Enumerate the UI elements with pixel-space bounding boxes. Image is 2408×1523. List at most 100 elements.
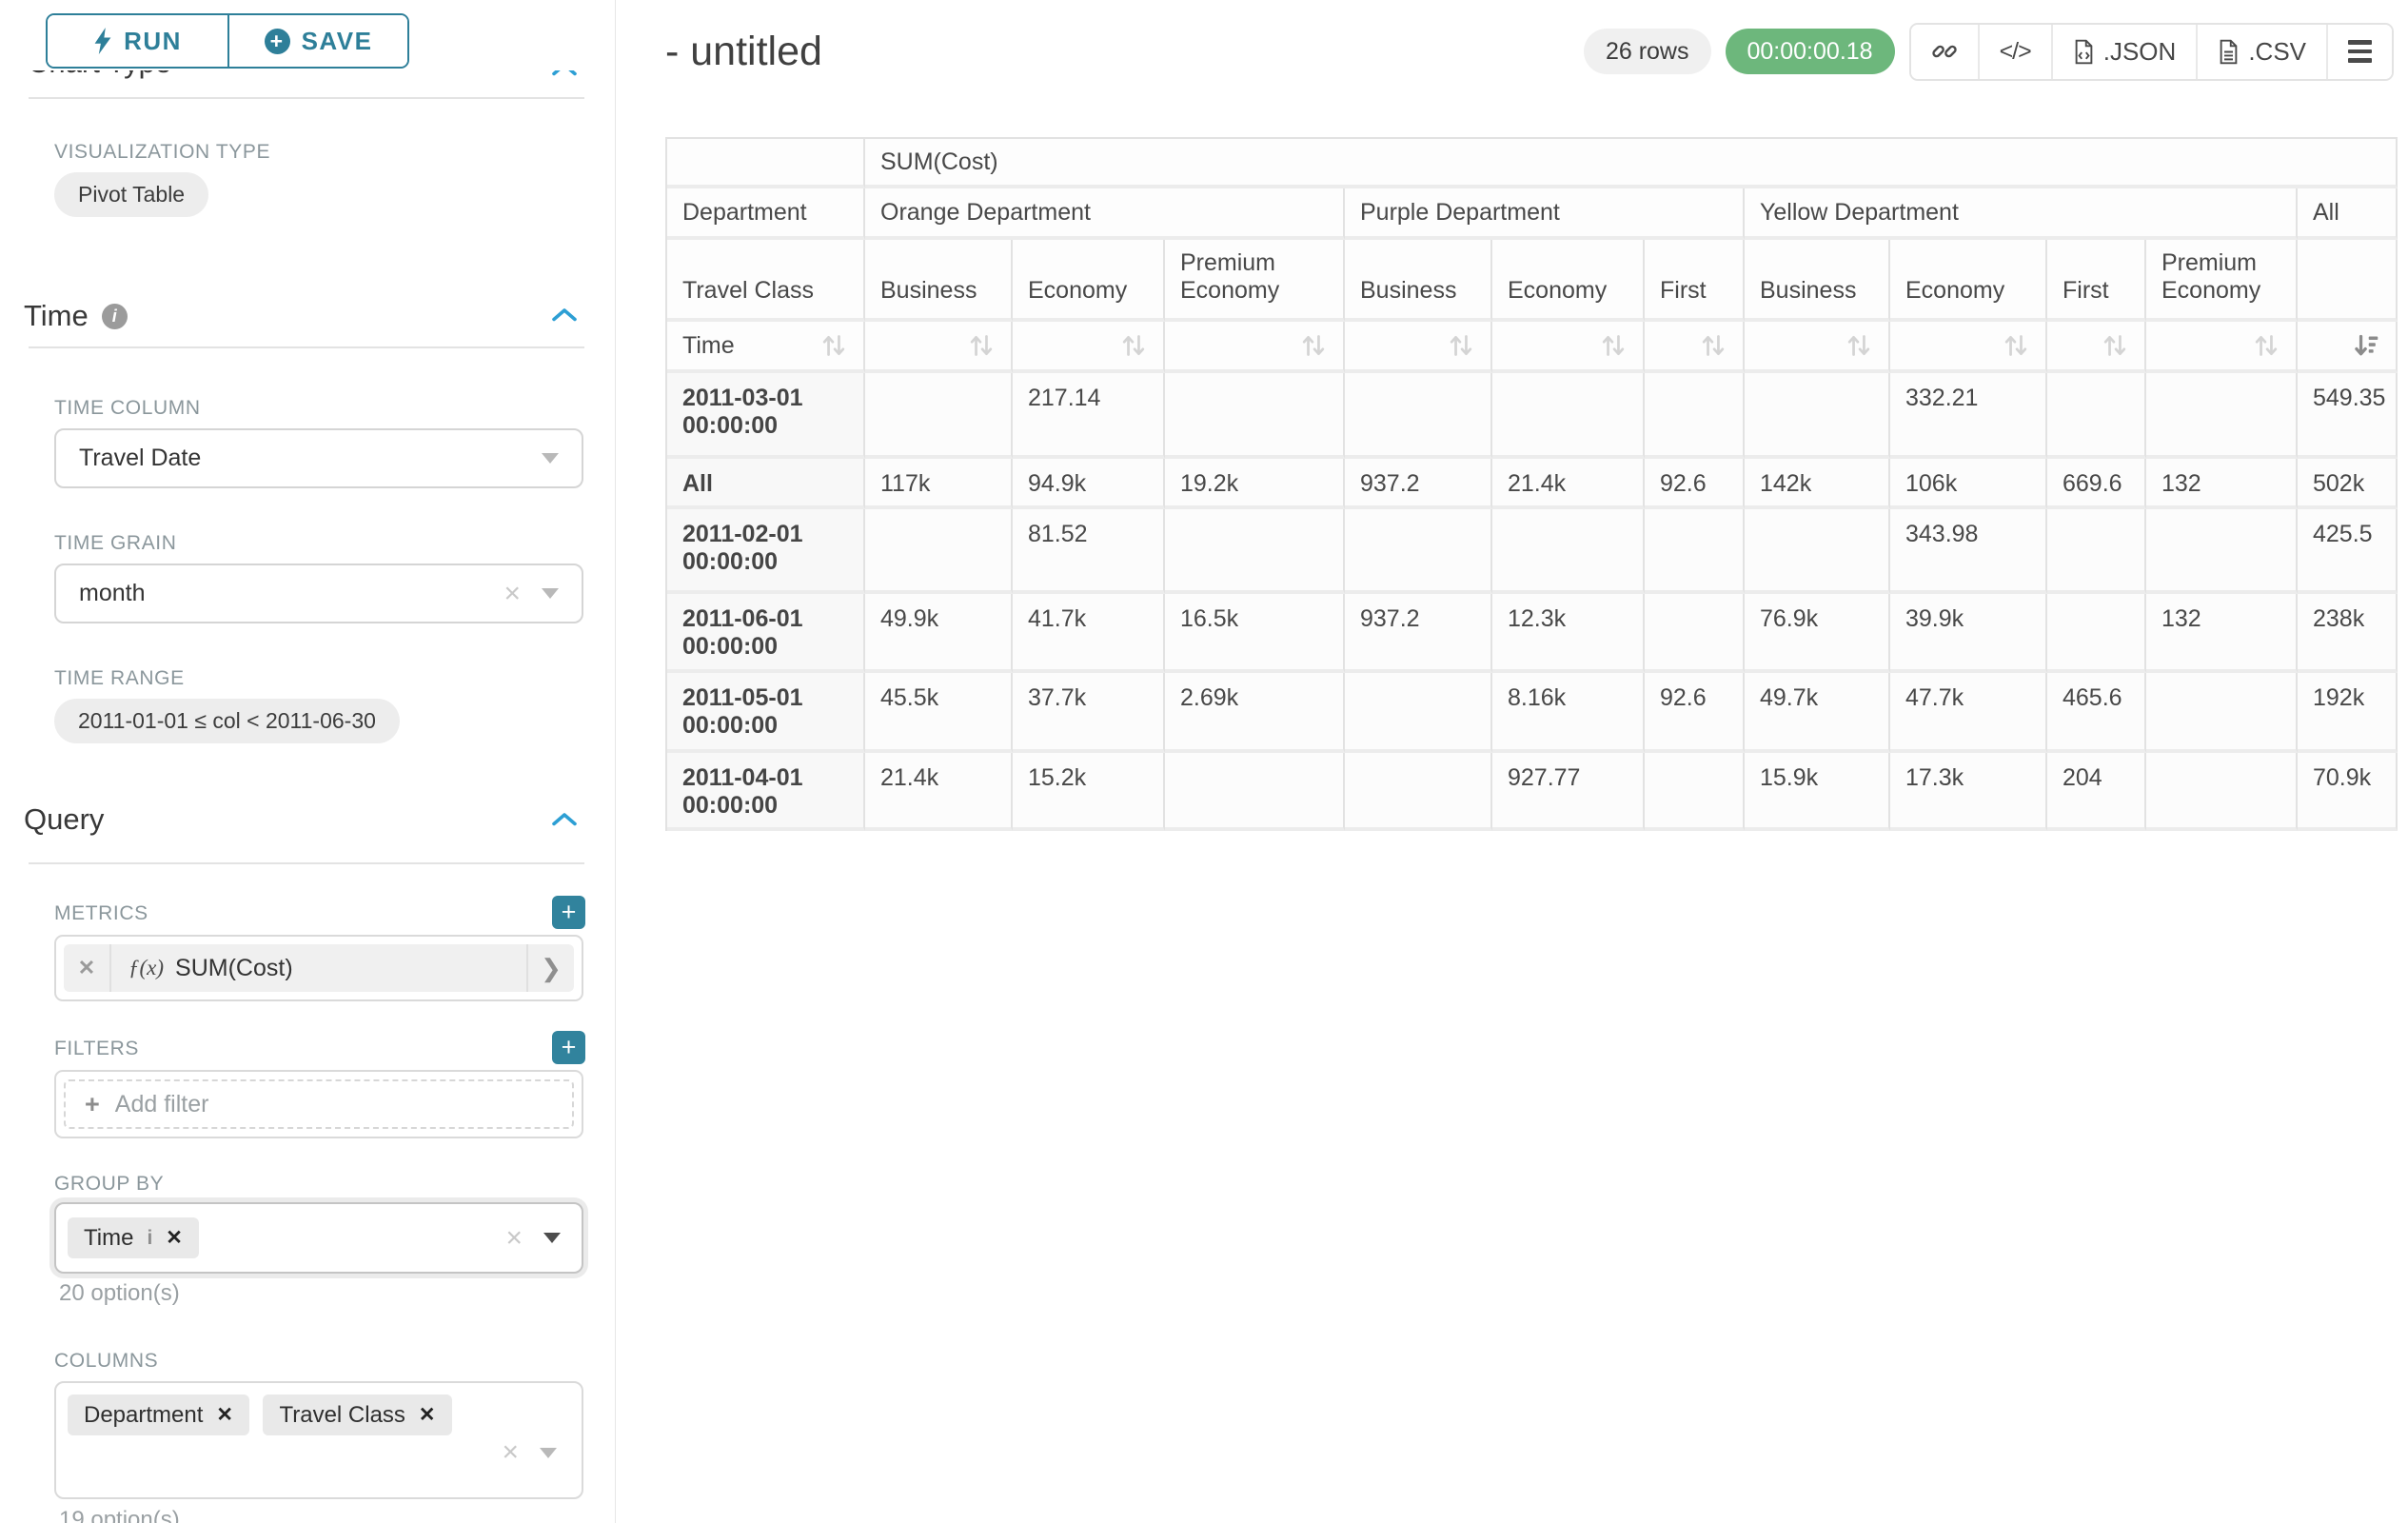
view-query-button[interactable]: </> bbox=[1977, 24, 2051, 79]
group-by-chip-time[interactable]: Time i ✕ bbox=[68, 1217, 199, 1258]
group-by-label: GROUP BY bbox=[54, 1173, 165, 1195]
rows-badge: 26 rows bbox=[1583, 29, 1711, 74]
pivot-leaf-header: Economy bbox=[1492, 240, 1645, 322]
pivot-cell: 17.3k bbox=[1890, 753, 2047, 831]
pivot-cell: 76.9k bbox=[1745, 594, 1890, 673]
chart-title[interactable]: - untitled bbox=[665, 28, 822, 74]
pivot-cell bbox=[1492, 373, 1645, 459]
add-filter-plus-button[interactable]: + bbox=[552, 1031, 585, 1064]
caret-down-icon[interactable] bbox=[540, 1447, 557, 1458]
metric-chip[interactable]: ✕ ƒ(x) SUM(Cost) ❯ bbox=[64, 944, 574, 992]
pivot-row-axis-header: Time bbox=[667, 322, 865, 373]
pivot-cell bbox=[1645, 594, 1745, 673]
chevron-up-icon[interactable] bbox=[550, 811, 579, 827]
pivot-cell: 425.5 bbox=[2298, 509, 2398, 594]
pivot-leaf-header: First bbox=[2047, 240, 2146, 322]
time-range-label: TIME RANGE bbox=[54, 667, 185, 689]
divider bbox=[29, 97, 584, 99]
chart-header: - untitled 26 rows 00:00:00.18 </> bbox=[665, 17, 2394, 86]
columns-chip-department[interactable]: Department ✕ bbox=[68, 1394, 249, 1435]
sort-icon[interactable] bbox=[1447, 331, 1475, 360]
chip-remove-icon[interactable]: ✕ bbox=[418, 1404, 436, 1426]
export-csv-button[interactable]: .CSV bbox=[2196, 24, 2326, 79]
chip-remove-icon[interactable]: ✕ bbox=[166, 1227, 183, 1249]
pivot-sort-cell bbox=[1890, 322, 2047, 373]
viz-type-label: VISUALIZATION TYPE bbox=[54, 141, 271, 163]
sort-desc-icon[interactable] bbox=[2352, 331, 2380, 360]
pivot-row-header: 2011-06-01 00:00:00 bbox=[667, 594, 865, 673]
export-json-button[interactable]: .JSON bbox=[2050, 24, 2197, 79]
divider bbox=[29, 346, 584, 348]
pivot-cell: 132 bbox=[2146, 459, 2298, 509]
pivot-corner-cell bbox=[667, 139, 865, 188]
pivot-cell: 465.6 bbox=[2047, 673, 2146, 753]
pivot-col-dimension-label: Department bbox=[667, 188, 865, 240]
menu-button[interactable] bbox=[2326, 24, 2392, 79]
chip-label: Time bbox=[84, 1224, 134, 1251]
pivot-cell: 15.2k bbox=[1013, 753, 1165, 831]
save-button[interactable]: + SAVE bbox=[227, 15, 407, 67]
pivot-cell: 8.16k bbox=[1492, 673, 1645, 753]
run-button[interactable]: RUN bbox=[48, 15, 227, 67]
time-grain-select[interactable]: month × bbox=[54, 564, 583, 623]
pivot-row-header: 2011-02-01 00:00:00 bbox=[667, 509, 865, 594]
sort-icon[interactable] bbox=[819, 331, 848, 360]
csv-file-icon bbox=[2220, 39, 2238, 64]
clear-icon[interactable]: × bbox=[502, 1436, 519, 1468]
sort-icon[interactable] bbox=[1599, 331, 1628, 360]
chip-label: Department bbox=[84, 1401, 204, 1428]
plus-icon: + bbox=[85, 1089, 100, 1118]
json-file-icon bbox=[2075, 39, 2093, 64]
pivot-row-header: 2011-05-01 00:00:00 bbox=[667, 673, 865, 753]
pivot-cell: 204 bbox=[2047, 753, 2146, 831]
pivot-cell: 94.9k bbox=[1013, 459, 1165, 509]
caret-down-icon[interactable] bbox=[543, 1233, 561, 1243]
sort-icon[interactable] bbox=[2101, 331, 2129, 360]
add-filter-button[interactable]: + Add filter bbox=[64, 1079, 574, 1129]
pivot-sort-cell bbox=[2298, 322, 2398, 373]
pivot-cell: 92.6 bbox=[1645, 673, 1745, 753]
chevron-right-icon[interactable]: ❯ bbox=[526, 944, 574, 992]
pivot-cell bbox=[1165, 509, 1345, 594]
sort-icon[interactable] bbox=[2002, 331, 2030, 360]
remove-metric-icon[interactable]: ✕ bbox=[64, 944, 111, 992]
columns-select[interactable]: Department ✕ Travel Class ✕ × bbox=[54, 1381, 583, 1499]
sort-icon[interactable] bbox=[2252, 331, 2280, 360]
pivot-cell: 937.2 bbox=[1345, 459, 1492, 509]
sort-icon[interactable] bbox=[1845, 331, 1873, 360]
sort-icon[interactable] bbox=[1299, 331, 1328, 360]
sort-icon[interactable] bbox=[967, 331, 996, 360]
clear-icon[interactable]: × bbox=[503, 577, 521, 609]
info-icon[interactable]: i bbox=[147, 1226, 153, 1249]
columns-chip-travel-class[interactable]: Travel Class ✕ bbox=[263, 1394, 452, 1435]
group-by-select[interactable]: Time i ✕ × bbox=[54, 1202, 583, 1274]
pivot-cell bbox=[2146, 373, 2298, 459]
clear-icon[interactable]: × bbox=[505, 1221, 523, 1254]
pivot-cell: 332.21 bbox=[1890, 373, 2047, 459]
pivot-cell: 49.9k bbox=[865, 594, 1013, 673]
pivot-cell bbox=[1745, 373, 1890, 459]
pivot-cell: 21.4k bbox=[1492, 459, 1645, 509]
time-section-label: Time bbox=[24, 299, 89, 332]
info-icon[interactable]: i bbox=[101, 303, 128, 329]
chevron-up-icon[interactable] bbox=[550, 307, 579, 323]
divider bbox=[29, 862, 584, 864]
sort-icon[interactable] bbox=[1119, 331, 1148, 360]
pivot-cell bbox=[2146, 753, 2298, 831]
pivot-sort-cell bbox=[1165, 322, 1345, 373]
sort-icon[interactable] bbox=[1699, 331, 1727, 360]
pivot-cell bbox=[2146, 673, 2298, 753]
add-metric-button[interactable]: + bbox=[552, 896, 585, 929]
time-range-pill[interactable]: 2011-01-01 ≤ col < 2011-06-30 bbox=[54, 699, 400, 743]
time-grain-value: month bbox=[79, 580, 146, 606]
viz-type-pill[interactable]: Pivot Table bbox=[54, 172, 209, 217]
chip-remove-icon[interactable]: ✕ bbox=[216, 1404, 233, 1426]
pivot-cell bbox=[865, 373, 1013, 459]
pivot-cell: 117k bbox=[865, 459, 1013, 509]
pivot-cell: 132 bbox=[2146, 594, 2298, 673]
time-column-select[interactable]: Travel Date bbox=[54, 428, 583, 488]
pivot-cell: 927.77 bbox=[1492, 753, 1645, 831]
pivot-cell: 37.7k bbox=[1013, 673, 1165, 753]
pivot-leaf-header: Business bbox=[1745, 240, 1890, 322]
share-link-button[interactable] bbox=[1910, 24, 1978, 79]
